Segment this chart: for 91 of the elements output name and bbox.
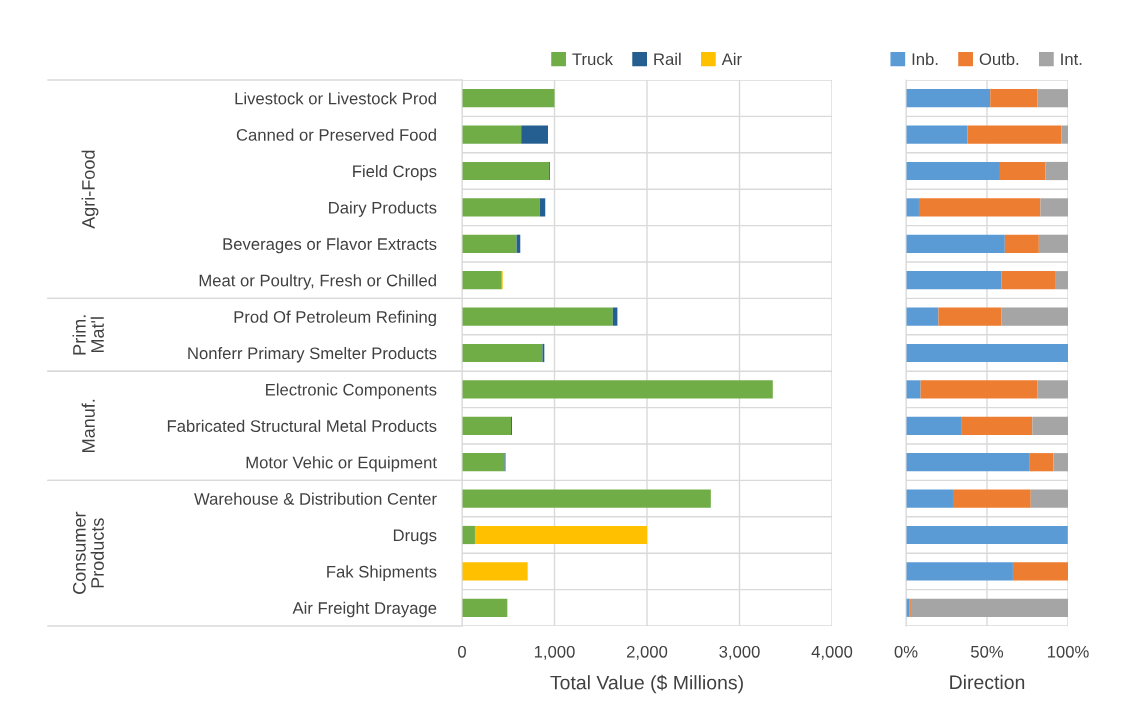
y-tick-label: Nonferr Primary Smelter Products [188, 346, 437, 363]
bar [906, 271, 1002, 290]
bar [906, 307, 939, 326]
bar [462, 234, 517, 253]
bar [938, 307, 1002, 326]
x-tick-label: 2,000 [626, 645, 668, 660]
legend-label: Outb. [979, 52, 1019, 66]
bar [462, 89, 555, 108]
y-tick-label: Dairy Products [329, 201, 437, 217]
text: Agri-Food [81, 150, 99, 229]
bar [462, 161, 549, 181]
bar [1037, 380, 1068, 399]
bar [539, 198, 546, 217]
y-tick-label: Field Crops [353, 164, 437, 181]
y-tick-label: Air Freight Drayage [292, 601, 437, 618]
bar [462, 307, 613, 326]
bar [1037, 89, 1068, 108]
bar [990, 89, 1038, 108]
y-tick-label: Fabricated Structural Metal Products [167, 419, 437, 432]
bar [1055, 271, 1068, 290]
x-axis-title: Direction [950, 674, 1025, 690]
legend-label: Int. [1061, 53, 1082, 66]
x-tick-label: 0 [458, 645, 466, 658]
bar [910, 598, 1068, 617]
y-tick-label: Drugs [393, 529, 437, 545]
bar [961, 416, 1033, 435]
bar [952, 489, 1031, 508]
bar [906, 562, 1013, 581]
bar [1001, 271, 1056, 290]
text: Consumer Products [72, 511, 104, 594]
bar [1061, 125, 1068, 144]
bar [462, 525, 475, 545]
bar [1045, 161, 1068, 181]
bar [462, 380, 773, 399]
y-tick-label: Livestock or Livestock Prod [235, 92, 436, 105]
bar [521, 125, 549, 144]
bar [1029, 453, 1054, 472]
bar [462, 562, 528, 581]
bar [999, 161, 1046, 181]
bar [462, 198, 540, 217]
bar [906, 89, 991, 108]
y-tick-label: Beverages or Flavor Extracts [223, 237, 437, 254]
bar [967, 125, 1062, 144]
bar [462, 453, 505, 472]
bar [918, 198, 1041, 217]
bar [462, 598, 508, 617]
legend-label: Truck [572, 52, 614, 66]
x-tick-label: 1,000 [534, 645, 575, 660]
bar [906, 453, 1030, 472]
y-tick-label: Prod Of Petroleum Refining [234, 310, 436, 327]
bar [906, 234, 1005, 253]
bar [462, 489, 711, 508]
bar [1030, 489, 1068, 508]
bar [906, 525, 1068, 545]
x-tick-label: 3,000 [719, 645, 760, 660]
bar [906, 380, 921, 399]
y-tick-label: Meat or Poultry, Fresh or Chilled [199, 274, 436, 290]
bar [1004, 234, 1039, 253]
bar [906, 198, 919, 217]
bar [1040, 198, 1068, 217]
legend-label: Inb. [912, 52, 938, 66]
bar [1053, 453, 1068, 472]
x-tick-label: 50% [970, 645, 1004, 658]
bar [474, 525, 647, 545]
bar [906, 489, 953, 508]
bar [920, 380, 1038, 399]
bar [906, 416, 962, 435]
bar [1032, 416, 1068, 435]
y-tick-label: Electronic Components [266, 383, 437, 399]
bar [1038, 234, 1068, 253]
x-tick-label: 100% [1047, 645, 1089, 658]
bar [906, 343, 1068, 363]
text: Prim. Mat'l [72, 315, 104, 355]
x-tick-label: 0% [894, 645, 918, 658]
text: Manuf. [81, 399, 95, 452]
bar [462, 416, 512, 435]
bar [906, 161, 1000, 181]
bar [462, 125, 522, 144]
y-tick-label: Warehouse & Distribution Center [194, 492, 437, 505]
y-tick-label: Canned or Preserved Food [236, 128, 436, 141]
y-tick-label: Motor Vehic or Equipment [246, 456, 437, 472]
legend-label: Rail [654, 52, 681, 66]
bar [906, 125, 968, 144]
legend-label: Air [721, 52, 742, 65]
bar [462, 343, 543, 363]
bar [1012, 562, 1068, 581]
bar [1001, 307, 1068, 326]
bar [462, 271, 502, 290]
y-tick-label: Fak Shipments [327, 565, 437, 581]
x-axis-title: Total Value ($ Millions) [550, 674, 743, 694]
x-tick-label: 4,000 [811, 645, 853, 660]
